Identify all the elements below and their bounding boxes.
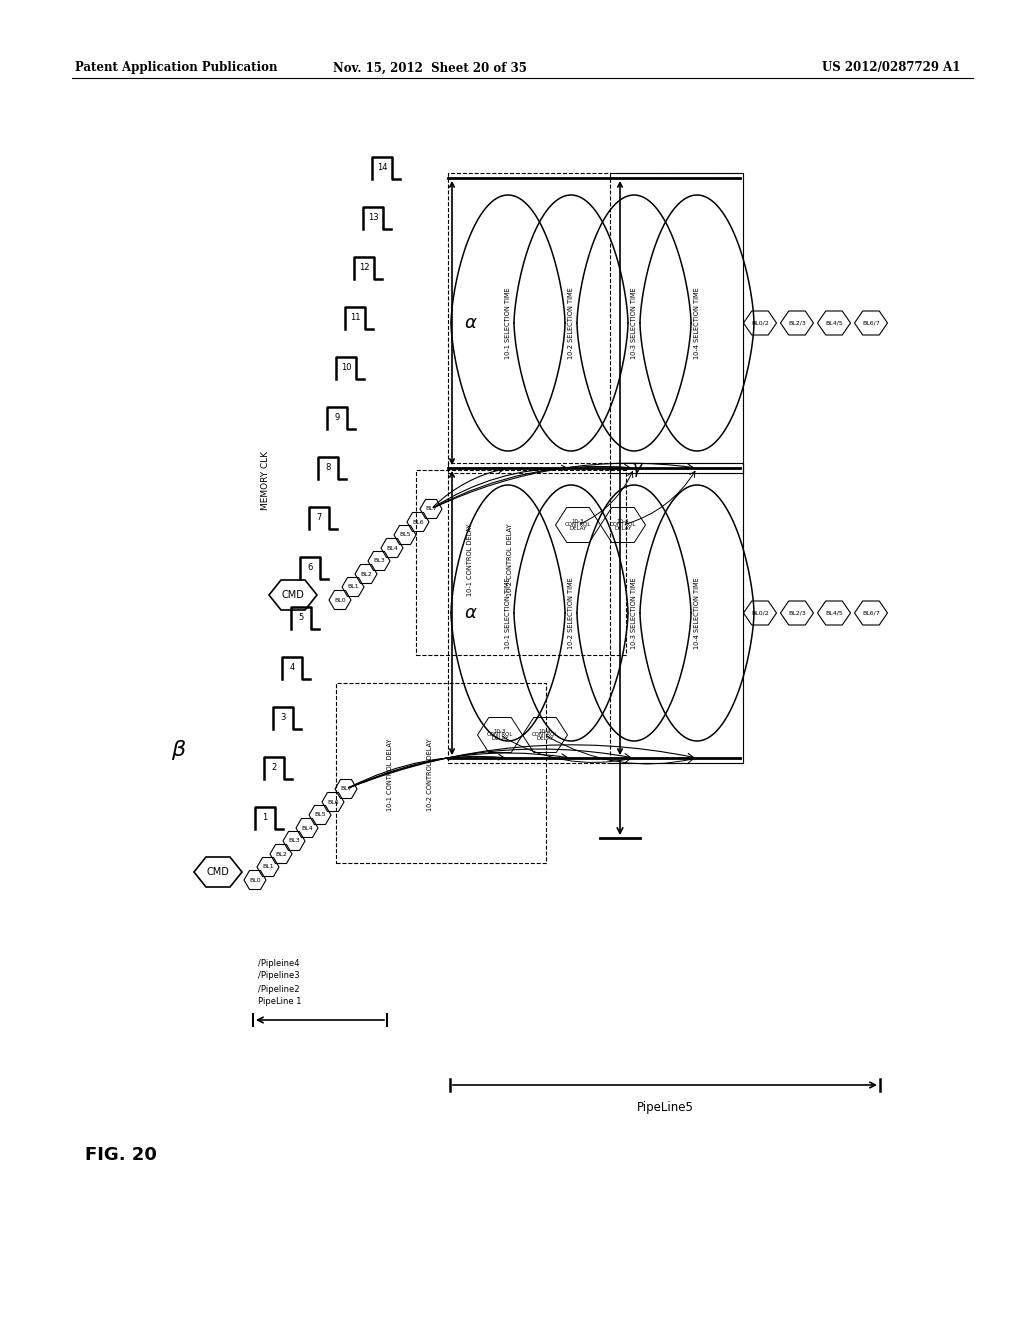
Text: 10: 10 [341, 363, 351, 372]
Text: /Pipleine4: /Pipleine4 [258, 958, 299, 968]
Text: BL5: BL5 [399, 532, 411, 537]
Text: BL2/3: BL2/3 [788, 610, 806, 615]
Text: 10-4 SELECTION TIME: 10-4 SELECTION TIME [694, 288, 700, 359]
Text: 10-3: 10-3 [571, 519, 585, 524]
Text: BL3: BL3 [288, 838, 300, 843]
Text: BL7: BL7 [425, 507, 437, 511]
Text: BL6: BL6 [413, 520, 424, 524]
Text: 10-2 SELECTION TIME: 10-2 SELECTION TIME [568, 577, 574, 649]
Bar [449, 173, 743, 473]
Text: 7: 7 [316, 513, 322, 523]
Text: 10-3: 10-3 [494, 729, 506, 734]
Text: CONTROL: CONTROL [610, 523, 636, 528]
Text: CMD: CMD [282, 590, 304, 601]
Bar [416, 470, 626, 655]
Text: BL6/7: BL6/7 [862, 321, 880, 326]
Text: CMD: CMD [207, 867, 229, 876]
Text: BL1: BL1 [262, 865, 273, 870]
Text: CONTROL: CONTROL [565, 523, 591, 528]
Text: BL5: BL5 [314, 813, 326, 817]
Text: 4: 4 [290, 664, 295, 672]
Text: 8: 8 [326, 463, 331, 473]
Text: 5: 5 [298, 614, 304, 623]
Text: BL2: BL2 [360, 572, 372, 577]
Text: BL1: BL1 [347, 585, 358, 590]
Text: BL2: BL2 [275, 851, 287, 857]
Text: CONTROL: CONTROL [531, 733, 558, 738]
Text: α: α [464, 605, 476, 622]
Text: Nov. 15, 2012  Sheet 20 of 35: Nov. 15, 2012 Sheet 20 of 35 [333, 62, 527, 74]
Text: DELAY: DELAY [537, 737, 554, 741]
Text: 3: 3 [281, 714, 286, 722]
Text: 10-2 CONTROL DELAY: 10-2 CONTROL DELAY [507, 524, 513, 597]
Text: BL6/7: BL6/7 [862, 610, 880, 615]
Text: 10-1 CONTROL DELAY: 10-1 CONTROL DELAY [387, 739, 393, 812]
Text: 10-4: 10-4 [539, 729, 551, 734]
Text: 10-1 CONTROL DELAY: 10-1 CONTROL DELAY [467, 524, 473, 597]
Text: /Pipeline3: /Pipeline3 [258, 972, 300, 981]
Text: 10-3 SELECTION TIME: 10-3 SELECTION TIME [631, 577, 637, 649]
Text: 10-2 SELECTION TIME: 10-2 SELECTION TIME [568, 288, 574, 359]
Text: BL0/2: BL0/2 [752, 610, 769, 615]
Bar [336, 682, 546, 863]
Bar [610, 173, 743, 473]
Text: 14: 14 [377, 164, 387, 173]
Text: PipeLine5: PipeLine5 [637, 1101, 693, 1114]
Text: 12: 12 [358, 264, 370, 272]
Text: BL0/2: BL0/2 [752, 321, 769, 326]
Text: α: α [464, 314, 476, 333]
Text: 10-4 SELECTION TIME: 10-4 SELECTION TIME [694, 577, 700, 649]
Text: BL7: BL7 [340, 787, 352, 792]
Text: BL0: BL0 [334, 598, 346, 602]
Text: 2: 2 [271, 763, 276, 772]
Text: BL4: BL4 [386, 545, 398, 550]
Text: Patent Application Publication: Patent Application Publication [75, 62, 278, 74]
Text: FIG. 20: FIG. 20 [85, 1146, 157, 1164]
Text: DELAY: DELAY [614, 525, 632, 531]
Text: BL2/3: BL2/3 [788, 321, 806, 326]
Text: DELAY: DELAY [569, 525, 587, 531]
Text: BL4/5: BL4/5 [825, 610, 843, 615]
Text: 10-4: 10-4 [616, 519, 630, 524]
Text: 10-1 SELECTION TIME: 10-1 SELECTION TIME [505, 288, 511, 359]
Bar [610, 463, 743, 763]
Text: β: β [171, 741, 185, 760]
Text: 10-3 SELECTION TIME: 10-3 SELECTION TIME [631, 288, 637, 359]
Text: BL4: BL4 [301, 825, 313, 830]
Text: BL0: BL0 [249, 878, 261, 883]
Text: MEMORY CLK: MEMORY CLK [260, 450, 269, 510]
Text: CONTROL: CONTROL [486, 733, 513, 738]
Text: 10-2 CONTROL DELAY: 10-2 CONTROL DELAY [427, 739, 433, 812]
Text: BL6: BL6 [328, 800, 339, 804]
Text: /Pipeline2: /Pipeline2 [258, 985, 299, 994]
Text: 9: 9 [335, 413, 340, 422]
Text: BL3: BL3 [373, 558, 385, 564]
Bar [449, 463, 743, 763]
Text: 10-1 SELECTION TIME: 10-1 SELECTION TIME [505, 577, 511, 649]
Text: γ: γ [632, 459, 643, 477]
Text: PipeLine 1: PipeLine 1 [258, 998, 301, 1006]
Text: 11: 11 [350, 314, 360, 322]
Text: 6: 6 [307, 564, 312, 573]
Text: 13: 13 [368, 214, 378, 223]
Text: DELAY: DELAY [492, 737, 509, 741]
Text: BL4/5: BL4/5 [825, 321, 843, 326]
Text: US 2012/0287729 A1: US 2012/0287729 A1 [821, 62, 961, 74]
Text: 1: 1 [262, 813, 267, 822]
